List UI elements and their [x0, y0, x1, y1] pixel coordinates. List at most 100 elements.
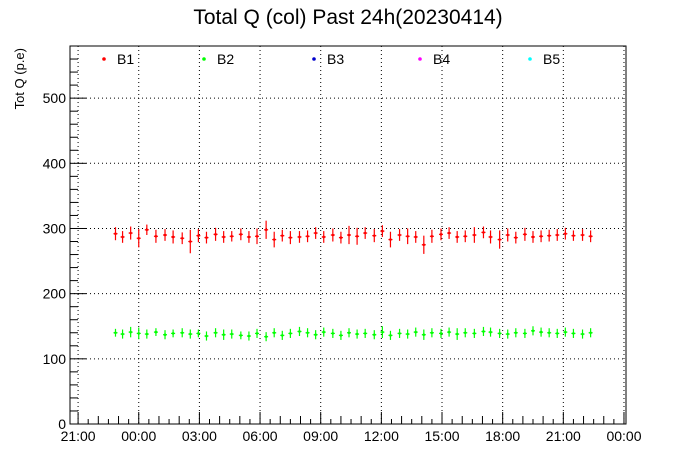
data-point: [489, 330, 492, 334]
data-point: [422, 333, 426, 337]
data-point: [322, 235, 326, 239]
grid-lines: [70, 46, 626, 424]
data-point: [581, 233, 584, 237]
data-point: [222, 235, 225, 239]
data-point: [555, 233, 559, 237]
data-point: [439, 332, 443, 335]
data-point: [255, 235, 259, 238]
data-points: [113, 220, 593, 342]
data-point: [547, 331, 551, 335]
x-tick-label: 06:00: [243, 428, 278, 444]
data-point: [514, 331, 518, 335]
data-point: [447, 231, 451, 235]
legend-label: B2: [217, 51, 234, 67]
data-point: [363, 231, 367, 235]
data-point: [498, 332, 501, 335]
data-point: [581, 332, 584, 336]
data-point: [589, 331, 592, 335]
x-tick-label: 21:00: [61, 428, 96, 444]
data-point: [381, 330, 384, 334]
legend-label: B4: [433, 51, 450, 67]
data-point: [205, 236, 208, 239]
data-point: [188, 332, 192, 336]
data-point: [589, 235, 592, 238]
data-point: [482, 231, 485, 234]
axes: 21:00 00:00 03:00 06:00 09:00 12:00 15:00 18:00…: [43, 45, 642, 444]
data-point: [137, 332, 141, 335]
data-point: [163, 333, 167, 337]
data-point: [322, 330, 326, 334]
data-point: [264, 228, 268, 232]
data-point: [414, 330, 418, 334]
y-axis-label: Tot Q (p.e): [12, 48, 27, 109]
legend-marker: [202, 57, 206, 61]
data-point: [222, 333, 225, 337]
data-point: [564, 232, 567, 235]
data-point: [489, 235, 492, 239]
data-point: [214, 331, 217, 335]
data-point: [280, 334, 284, 337]
data-point: [514, 236, 518, 239]
data-point: [121, 332, 124, 336]
data-point: [473, 233, 476, 237]
data-point: [531, 235, 535, 239]
data-point: [355, 235, 359, 238]
data-point: [145, 228, 149, 232]
data-point: [363, 332, 367, 335]
data-point: [163, 233, 167, 237]
data-point: [473, 332, 476, 335]
data-point: [482, 330, 485, 333]
legend-marker: [102, 57, 106, 61]
legend-label: B5: [543, 51, 560, 67]
y-tick-label: 300: [43, 220, 67, 236]
data-point: [447, 330, 451, 334]
data-point: [314, 333, 317, 337]
data-point: [355, 332, 359, 336]
legend-marker: [418, 57, 422, 61]
x-tick-label: 15:00: [424, 428, 459, 444]
data-point: [239, 334, 243, 337]
data-point: [389, 334, 392, 337]
data-point: [506, 332, 510, 336]
data-point: [314, 231, 317, 235]
data-point: [439, 233, 443, 236]
data-point: [230, 235, 234, 238]
data-point: [255, 332, 259, 335]
y-tick-label: 400: [43, 155, 67, 171]
data-point: [406, 332, 409, 336]
data-point: [298, 330, 301, 333]
x-tick-label: 00:00: [121, 428, 156, 444]
data-point: [114, 331, 117, 335]
data-point: [555, 332, 559, 335]
data-point: [306, 235, 309, 238]
data-point: [247, 235, 251, 239]
x-tick-label: 12:00: [364, 428, 399, 444]
data-point: [430, 235, 434, 238]
data-point: [289, 332, 292, 335]
data-point: [430, 331, 434, 335]
data-point: [180, 236, 184, 240]
data-point: [121, 235, 124, 239]
data-point: [463, 235, 467, 238]
data-point: [564, 330, 567, 334]
data-point: [572, 234, 575, 237]
data-point: [523, 233, 527, 236]
legend-label: B1: [117, 51, 134, 67]
x-tick-label: 09:00: [303, 428, 338, 444]
data-point: [381, 229, 384, 233]
data-point: [272, 331, 276, 335]
legend-label: B3: [327, 51, 344, 67]
data-point: [280, 234, 284, 237]
data-point: [114, 232, 117, 235]
data-point: [414, 235, 418, 239]
data-point: [247, 334, 251, 338]
x-tick-label: 21:00: [546, 428, 581, 444]
data-point: [214, 233, 217, 236]
data-point: [547, 234, 551, 237]
data-point: [171, 332, 175, 335]
data-point: [205, 334, 208, 338]
data-point: [339, 236, 343, 239]
data-point: [331, 233, 335, 237]
data-point: [398, 233, 401, 237]
chart-title: Total Q (col) Past 24h(20230414): [193, 6, 502, 29]
